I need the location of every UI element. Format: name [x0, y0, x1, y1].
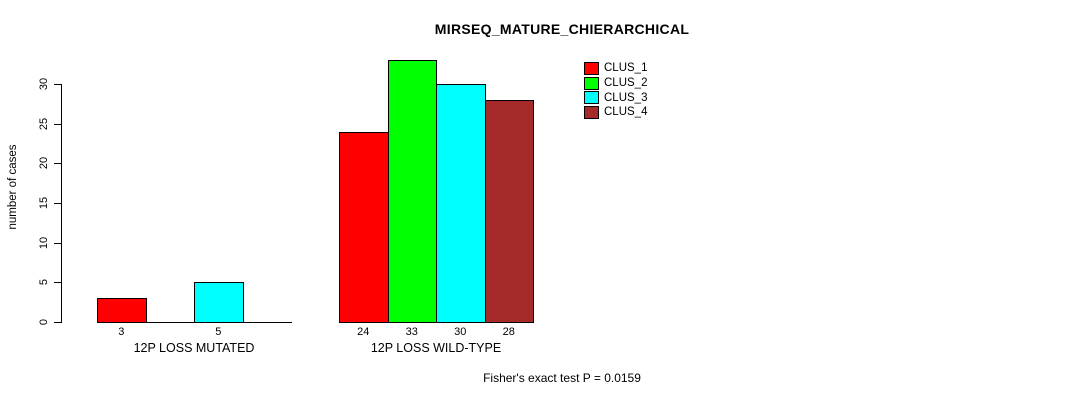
y-axis-tick-label: 30	[38, 77, 50, 91]
y-axis-tick	[54, 203, 61, 204]
legend-label: CLUS_3	[604, 91, 648, 104]
footnote: Fisher's exact test P = 0.0159	[483, 371, 641, 385]
legend-item-clus_4: CLUS_4	[584, 105, 647, 120]
y-axis-tick-label: 15	[38, 196, 50, 210]
bar-clus_3-1	[194, 282, 244, 323]
y-axis-tick	[54, 84, 61, 85]
legend-item-clus_3: CLUS_3	[584, 90, 647, 105]
legend-label: CLUS_2	[604, 77, 648, 90]
bar-clus_3-2	[436, 84, 486, 323]
y-axis-tick	[54, 124, 61, 125]
y-axis-label: number of cases	[7, 144, 19, 230]
bar-value-label: 24	[357, 326, 370, 338]
y-axis-tick	[54, 282, 61, 283]
y-axis-tick-label: 10	[38, 236, 50, 250]
chart-title: MIRSEQ_MATURE_CHIERARCHICAL	[434, 21, 690, 37]
bar-clus_1-2	[339, 131, 389, 323]
legend-label: CLUS_1	[604, 62, 648, 75]
bar-value-label: 33	[405, 326, 418, 338]
bar-value-label: 30	[454, 326, 467, 338]
bar-clus_4-2	[484, 99, 534, 323]
legend-swatch-icon	[584, 76, 599, 90]
y-axis-tick	[54, 243, 61, 244]
bar-value-label: 28	[502, 326, 515, 338]
bar-clus_2-2	[387, 60, 437, 323]
x-category-label: 12P LOSS WILD-TYPE	[370, 341, 502, 355]
y-axis-tick-label: 25	[38, 117, 50, 131]
legend-item-clus_2: CLUS_2	[584, 76, 647, 91]
x-category-label: 12P LOSS MUTATED	[133, 341, 255, 355]
legend-swatch-icon	[584, 91, 599, 105]
bar-clus_1-1	[97, 298, 147, 323]
y-axis-tick-label: 20	[38, 156, 50, 170]
legend-swatch-icon	[584, 61, 599, 75]
bar-value-label: 3	[118, 326, 125, 338]
legend-item-clus_1: CLUS_1	[584, 61, 647, 76]
y-axis-line	[61, 84, 62, 323]
y-axis-tick-label: 0	[38, 318, 50, 326]
bar-value-label: 5	[215, 326, 222, 338]
y-axis-tick-label: 5	[38, 278, 50, 286]
legend-swatch-icon	[584, 105, 599, 119]
legend: CLUS_1 CLUS_2 CLUS_3 CLUS_4	[584, 61, 647, 120]
legend-label: CLUS_4	[604, 106, 648, 119]
y-axis-tick	[54, 163, 61, 164]
y-axis-tick	[54, 322, 61, 323]
